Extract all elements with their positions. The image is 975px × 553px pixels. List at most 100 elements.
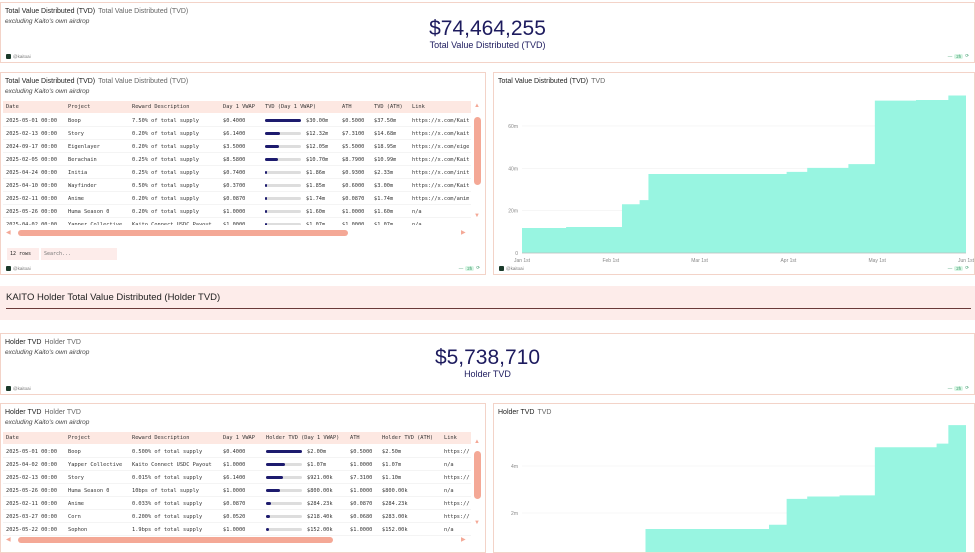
tvd-ath-cell: $284.23k [382, 501, 408, 507]
tvd-cell: $218.40k [307, 514, 333, 520]
tvd-cell: $12.32m [306, 131, 329, 137]
x-tick-label: Jan 1st [514, 258, 531, 264]
holder-chart-card: Holder TVD TVD 2m 4m [493, 403, 975, 553]
table-row[interactable]: 2024-09-17 00:00 Eigenlayer 0.20% of total… [3, 140, 471, 153]
column-header[interactable]: ATH [342, 104, 352, 110]
column-header[interactable]: Reward Description [132, 435, 190, 441]
link-cell[interactable]: https:// [444, 514, 470, 520]
table-row[interactable]: 2025-04-10 00:00 Wayfinder 0.50% of total … [3, 179, 471, 192]
scroll-down-icon[interactable]: ▼ [474, 213, 480, 219]
column-header[interactable]: TVD (ATH) [374, 104, 403, 110]
project-cell: Initia [68, 170, 88, 176]
vwap-cell: $0.7400 [223, 170, 246, 176]
table-row[interactable]: 2025-05-01 00:00 Boop 7.50% of total suppl… [3, 114, 471, 127]
table-row[interactable]: 2025-05-26 00:00 Huma Season 0 0.20% of to… [3, 205, 471, 218]
project-cell: Wayfinder [68, 183, 97, 189]
vertical-scrollbar[interactable] [474, 451, 481, 499]
tvd-bar [266, 463, 302, 466]
link-cell[interactable]: https://x.com/anim [412, 196, 470, 202]
author[interactable]: @kaitoai [499, 266, 524, 271]
vwap-cell: $6.1400 [223, 475, 246, 481]
link-cell[interactable]: https://x.com/Kait [412, 118, 470, 124]
link-cell[interactable]: https://x.com/Kait [412, 183, 470, 189]
link-cell[interactable]: https://x.com/init [412, 170, 470, 176]
horizontal-scrollbar[interactable] [18, 537, 333, 543]
tvd-ath-cell: $1.60m [374, 209, 394, 215]
card-note: excluding Kaito's own airdrop [5, 349, 90, 356]
table-row[interactable]: 2025-04-24 00:00 Initia 0.25% of total sup… [3, 166, 471, 179]
column-header[interactable]: Link [444, 435, 457, 441]
column-header[interactable]: Date [6, 104, 19, 110]
tvd-bar [266, 528, 302, 531]
column-header[interactable]: Project [68, 104, 91, 110]
link-cell[interactable]: https:// [444, 475, 470, 481]
ath-cell: $0.5000 [342, 118, 365, 124]
dune-logo-icon [6, 266, 11, 271]
column-header[interactable]: TVD (Day 1 VWAP) [265, 104, 317, 110]
project-cell: Berachain [68, 157, 97, 163]
scroll-left-icon[interactable]: ◀ [6, 537, 11, 543]
column-header[interactable]: Holder TVD (ATH) [382, 435, 434, 441]
author[interactable]: @kaitoai [6, 386, 31, 391]
vwap-cell: $0.0520 [223, 514, 246, 520]
column-header[interactable]: Date [6, 435, 19, 441]
table-row[interactable]: 2025-05-01 00:00 Boop 0.500% of total supp… [3, 445, 471, 458]
column-header[interactable]: ATH [350, 435, 360, 441]
table-row[interactable]: 2025-02-11 00:00 Anime 0.033% of total sup… [3, 497, 471, 510]
card-subtitle: Holder TVD [44, 339, 81, 346]
table-row[interactable]: 2025-05-26 00:00 Huma Season 0 10bps of to… [3, 484, 471, 497]
vwap-cell: $0.4000 [223, 118, 246, 124]
refresh-badge[interactable]: —2h ⟳ [458, 265, 480, 271]
tvd-bar-fill [265, 223, 267, 225]
table-row[interactable]: 2025-04-02 00:00 Yapper Collective Kaito C… [3, 458, 471, 471]
vwap-cell: $0.3700 [223, 183, 246, 189]
author[interactable]: @kaitoai [6, 266, 31, 271]
date-cell: 2025-02-13 00:00 [6, 475, 58, 481]
tvd-bar [266, 515, 302, 518]
date-cell: 2025-05-26 00:00 [6, 488, 58, 494]
tvd-bar [265, 197, 301, 200]
column-header[interactable]: Day 1 VWAP [223, 435, 255, 441]
refresh-badge[interactable]: —2h ⟳ [947, 265, 969, 271]
refresh-badge[interactable]: —2h ⟳ [947, 53, 969, 59]
scroll-up-icon[interactable]: ▲ [474, 103, 480, 109]
link-cell[interactable]: https:// [444, 449, 470, 455]
scroll-right-icon[interactable]: ▶ [461, 537, 466, 543]
table-row[interactable]: 2025-03-27 00:00 Corn 0.200% of total supp… [3, 510, 471, 523]
link-cell[interactable]: https://x.com/Kait [412, 157, 470, 163]
search-input[interactable] [41, 248, 117, 260]
reward-cell: Kaito Connect USDC Payout [132, 222, 212, 225]
author[interactable]: @kaitoai [6, 54, 31, 59]
table-row[interactable]: 2025-04-02 00:00 Yapper Collective Kaito C… [3, 218, 471, 225]
vwap-cell: $6.1400 [223, 131, 246, 137]
column-header[interactable]: Project [68, 435, 91, 441]
tvd-bar [265, 119, 301, 122]
scroll-up-icon[interactable]: ▲ [474, 439, 480, 445]
horizontal-scrollbar[interactable] [18, 230, 348, 236]
tvd-counter-card: Total Value Distributed (TVD) Total Value… [0, 2, 975, 63]
card-subtitle: TVD [591, 78, 606, 85]
refresh-badge[interactable]: —2h ⟳ [947, 385, 969, 391]
table-row[interactable]: 2025-05-22 00:00 Sophon 1.9bps of total su… [3, 523, 471, 536]
column-header[interactable]: Reward Description [132, 104, 190, 110]
tvd-bar [265, 158, 301, 161]
date-cell: 2024-09-17 00:00 [6, 144, 58, 150]
y-tick-label: 40m [508, 166, 518, 172]
table-row[interactable]: 2025-02-13 00:00 Story 0.20% of total supp… [3, 127, 471, 140]
column-header[interactable]: Holder TVD (Day 1 VWAP) [266, 435, 340, 441]
column-header[interactable]: Link [412, 104, 425, 110]
table-row[interactable]: 2025-02-11 00:00 Anime 0.20% of total supp… [3, 192, 471, 205]
vertical-scrollbar[interactable] [474, 117, 481, 185]
column-header[interactable]: Day 1 VWAP [223, 104, 255, 110]
table-row[interactable]: 2025-02-05 00:00 Berachain 0.25% of total … [3, 153, 471, 166]
link-cell[interactable]: https:// [444, 501, 470, 507]
scroll-down-icon[interactable]: ▼ [474, 520, 480, 526]
ath-cell: $1.0000 [342, 209, 365, 215]
scroll-left-icon[interactable]: ◀ [6, 230, 11, 236]
holder-tvd-label: Holder TVD [464, 369, 511, 379]
link-cell[interactable]: https://x.com/kait [412, 131, 470, 137]
table-row[interactable]: 2025-02-13 00:00 Story 0.015% of total sup… [3, 471, 471, 484]
y-tick-label: 4m [511, 464, 518, 470]
scroll-right-icon[interactable]: ▶ [461, 230, 466, 236]
link-cell[interactable]: https://x.com/eige [412, 144, 470, 150]
